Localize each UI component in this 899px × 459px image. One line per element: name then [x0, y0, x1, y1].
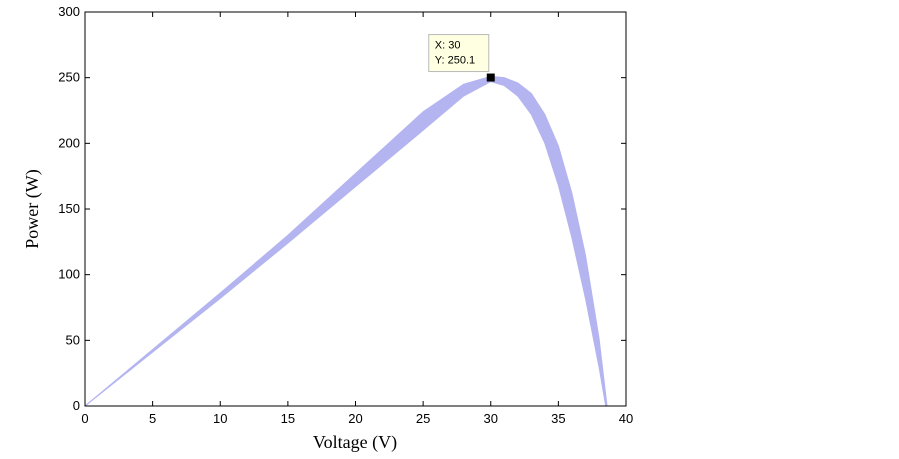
- x-axis-label: Voltage (V): [313, 432, 397, 453]
- y-tick-label: 50: [66, 332, 80, 347]
- x-tick-label: 5: [149, 411, 156, 426]
- x-tick-label: 20: [348, 411, 362, 426]
- x-tick-label: 35: [551, 411, 565, 426]
- datatip-box: [428, 34, 490, 73]
- datatip-x: X: 30: [435, 40, 461, 52]
- x-tick-label: 0: [81, 411, 88, 426]
- x-tick-label: 40: [619, 411, 633, 426]
- y-tick-label: 300: [58, 4, 80, 19]
- y-tick-label: 250: [58, 70, 80, 85]
- x-tick-label: 10: [213, 411, 227, 426]
- x-tick-label: 30: [484, 411, 498, 426]
- x-tick-label: 25: [416, 411, 430, 426]
- y-tick-label: 100: [58, 267, 80, 282]
- y-tick-label: 200: [58, 135, 80, 150]
- y-axis-label: Power (W): [22, 169, 43, 248]
- datatip-y: Y: 250.1: [435, 55, 475, 67]
- y-tick-label: 0: [73, 398, 80, 413]
- y-tick-label: 150: [58, 201, 80, 216]
- band-edge: [84, 81, 607, 407]
- band-edge: [84, 75, 608, 407]
- x-tick-label: 15: [281, 411, 295, 426]
- plot-area: [85, 12, 626, 406]
- datatip-marker: [486, 73, 495, 82]
